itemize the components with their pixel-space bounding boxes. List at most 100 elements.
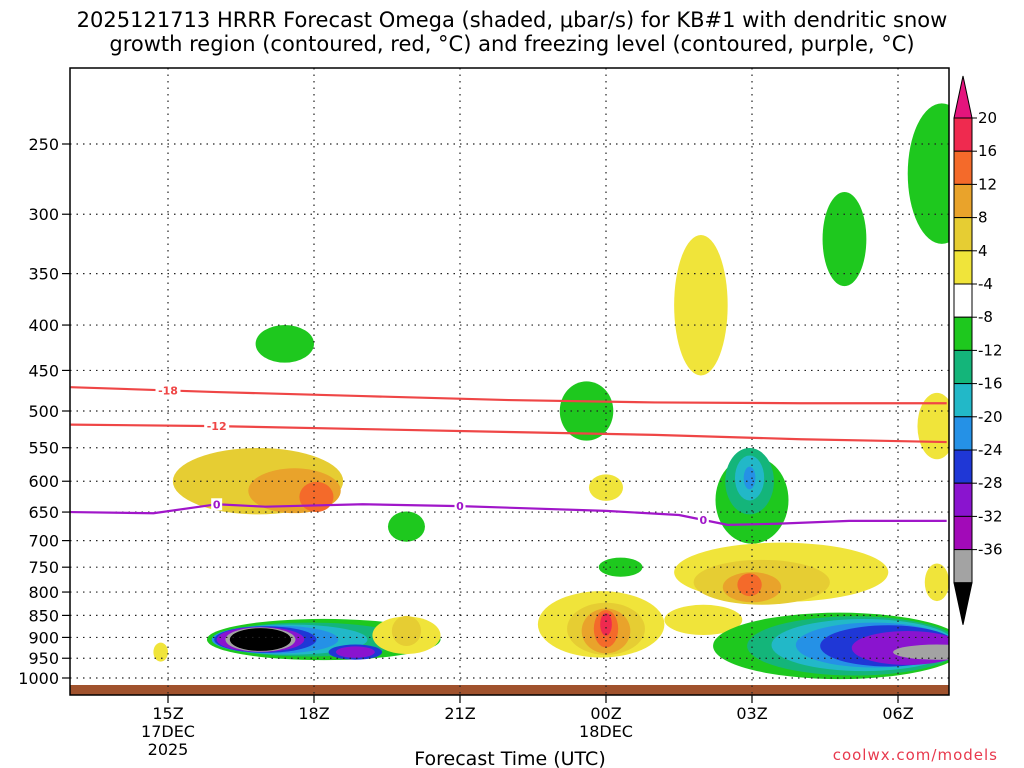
title-line-1: 2025121713 HRRR Forecast Omega (shaded, …	[76, 8, 948, 32]
terrain-band	[70, 685, 949, 695]
colorbar-box-4	[953, 250, 973, 285]
colorbar-label-9: -20	[978, 408, 1003, 426]
colorbar-box-3	[953, 217, 973, 252]
omega-region-42	[893, 644, 949, 660]
colorbar-label-8: -16	[978, 375, 1003, 393]
contour-label-0-0: -18	[158, 384, 178, 397]
colorbar-label-6: -8	[978, 308, 993, 326]
colorbar-box-9	[953, 416, 973, 451]
omega-region-30	[743, 466, 756, 490]
y-tick-label-750: 750	[28, 558, 59, 577]
contour-line-1	[70, 423, 947, 444]
omega-region-16	[391, 615, 422, 647]
y-tick-label-700: 700	[28, 532, 59, 551]
x-axis-label: Forecast Time (UTC)	[414, 748, 605, 768]
y-tick-label-500: 500	[28, 402, 59, 421]
colorbar-bottom-arrow	[953, 582, 973, 625]
y-tick-label-450: 450	[28, 361, 59, 380]
y-tick-label-800: 800	[28, 583, 59, 602]
colorbar-box-2	[953, 183, 973, 219]
y-tick-label-300: 300	[28, 205, 59, 224]
colorbar-label-10: -24	[978, 441, 1003, 459]
colorbar-box-13	[953, 549, 973, 584]
colorbar-box-0	[953, 117, 973, 152]
colorbar-label-12: -32	[978, 507, 1003, 525]
y-tick-label-900: 900	[28, 628, 59, 647]
colorbar-box-7	[953, 349, 973, 385]
y-tick-label-600: 600	[28, 472, 59, 491]
colorbar-label-4: 4	[978, 242, 988, 260]
colorbar-box-12	[953, 515, 973, 551]
omega-region-46	[924, 563, 949, 602]
contour-label-bg-2-1	[454, 500, 466, 513]
colorbar-label-0: 20	[978, 109, 997, 127]
omega-region-34	[737, 573, 762, 597]
x-tick-sublabel-15Z-0: 17DEC	[141, 722, 195, 741]
chart-title: 2025121713 HRRR Forecast Omega (shaded, …	[0, 8, 1024, 56]
colorbar-box-11	[953, 482, 973, 517]
contour-line-2	[70, 503, 947, 526]
x-tick-label-00Z: 00Z	[590, 704, 621, 723]
gridlines	[70, 68, 949, 695]
y-axis: 250 300 350 400 450 500 550 600 650 700 750 800 850 9…	[18, 135, 70, 688]
colorbar-top-arrow	[953, 75, 973, 119]
contour-label-2-1: 0	[456, 500, 464, 513]
y-tick-label-250: 250	[28, 135, 59, 154]
x-tick-label-06Z: 06Z	[882, 704, 913, 723]
contour-label-bg-2-2	[697, 513, 709, 526]
colorbar-box-6	[953, 316, 973, 351]
omega-region-17	[153, 642, 168, 662]
colorbar-label-11: -28	[978, 474, 1003, 492]
omega-shading	[153, 103, 949, 680]
omega-region-12	[229, 628, 292, 651]
x-tick-label-03Z: 03Z	[736, 704, 767, 723]
contour-lines: -18 -12 0 0 0	[70, 384, 947, 527]
colorbar-box-8	[953, 383, 973, 418]
contour-line-0	[70, 386, 947, 405]
contour-label-bg-2-0	[211, 498, 223, 511]
colorbar-label-3: 8	[978, 209, 988, 227]
y-tick-label-650: 650	[28, 503, 59, 522]
y-tick-label-1000: 1000	[18, 669, 59, 688]
colorbar-box-10	[953, 449, 973, 484]
plot-frame	[69, 67, 950, 696]
x-tick-label-15Z: 15Z	[152, 704, 183, 723]
title-line-2: growth region (contoured, red, °C) and f…	[109, 32, 915, 56]
y-tick-label-550: 550	[28, 439, 59, 458]
colorbar-label-1: 16	[978, 142, 997, 160]
x-tick-label-18Z: 18Z	[298, 704, 329, 723]
x-tick-sublabel-00Z-0: 18DEC	[579, 722, 633, 741]
colorbar-box-1	[953, 150, 973, 185]
contour-label-2-2: 0	[700, 514, 708, 527]
colorbar-label-2: 12	[978, 175, 997, 193]
omega-region-14	[335, 646, 375, 658]
x-tick-label-21Z: 21Z	[444, 704, 475, 723]
y-tick-label-950: 950	[28, 649, 59, 668]
credit-link[interactable]: coolwx.com/models	[832, 746, 998, 764]
y-tick-label-400: 400	[28, 316, 59, 335]
omega-region-43	[822, 192, 867, 287]
colorbar: 20 16 12 8 4 -4 -8 -12 -16 -20 -24 -28 -32 -36	[953, 75, 1003, 625]
omega-region-22	[600, 612, 612, 636]
contour-label-1-0: -12	[207, 420, 227, 433]
omega-region-2	[299, 481, 334, 513]
contour-label-bg-0-0	[155, 384, 181, 397]
colorbar-label-13: -36	[978, 541, 1003, 559]
y-tick-label-350: 350	[28, 265, 59, 284]
omega-region-35	[664, 604, 743, 636]
contour-label-bg-1-0	[204, 420, 230, 433]
colorbar-label-5: -4	[978, 275, 993, 293]
contour-label-2-0: 0	[213, 498, 221, 511]
y-tick-label-850: 850	[28, 606, 59, 625]
colorbar-label-7: -12	[978, 341, 1003, 359]
omega-region-44	[907, 103, 949, 244]
omega-region-3	[255, 325, 314, 363]
omega-region-26	[674, 235, 728, 376]
x-tick-sublabel-15Z-1: 2025	[148, 740, 189, 759]
colorbar-box-5	[953, 283, 973, 318]
omega-region-25	[559, 381, 614, 441]
omega-region-4	[387, 511, 425, 542]
omega-region-23	[598, 557, 643, 577]
